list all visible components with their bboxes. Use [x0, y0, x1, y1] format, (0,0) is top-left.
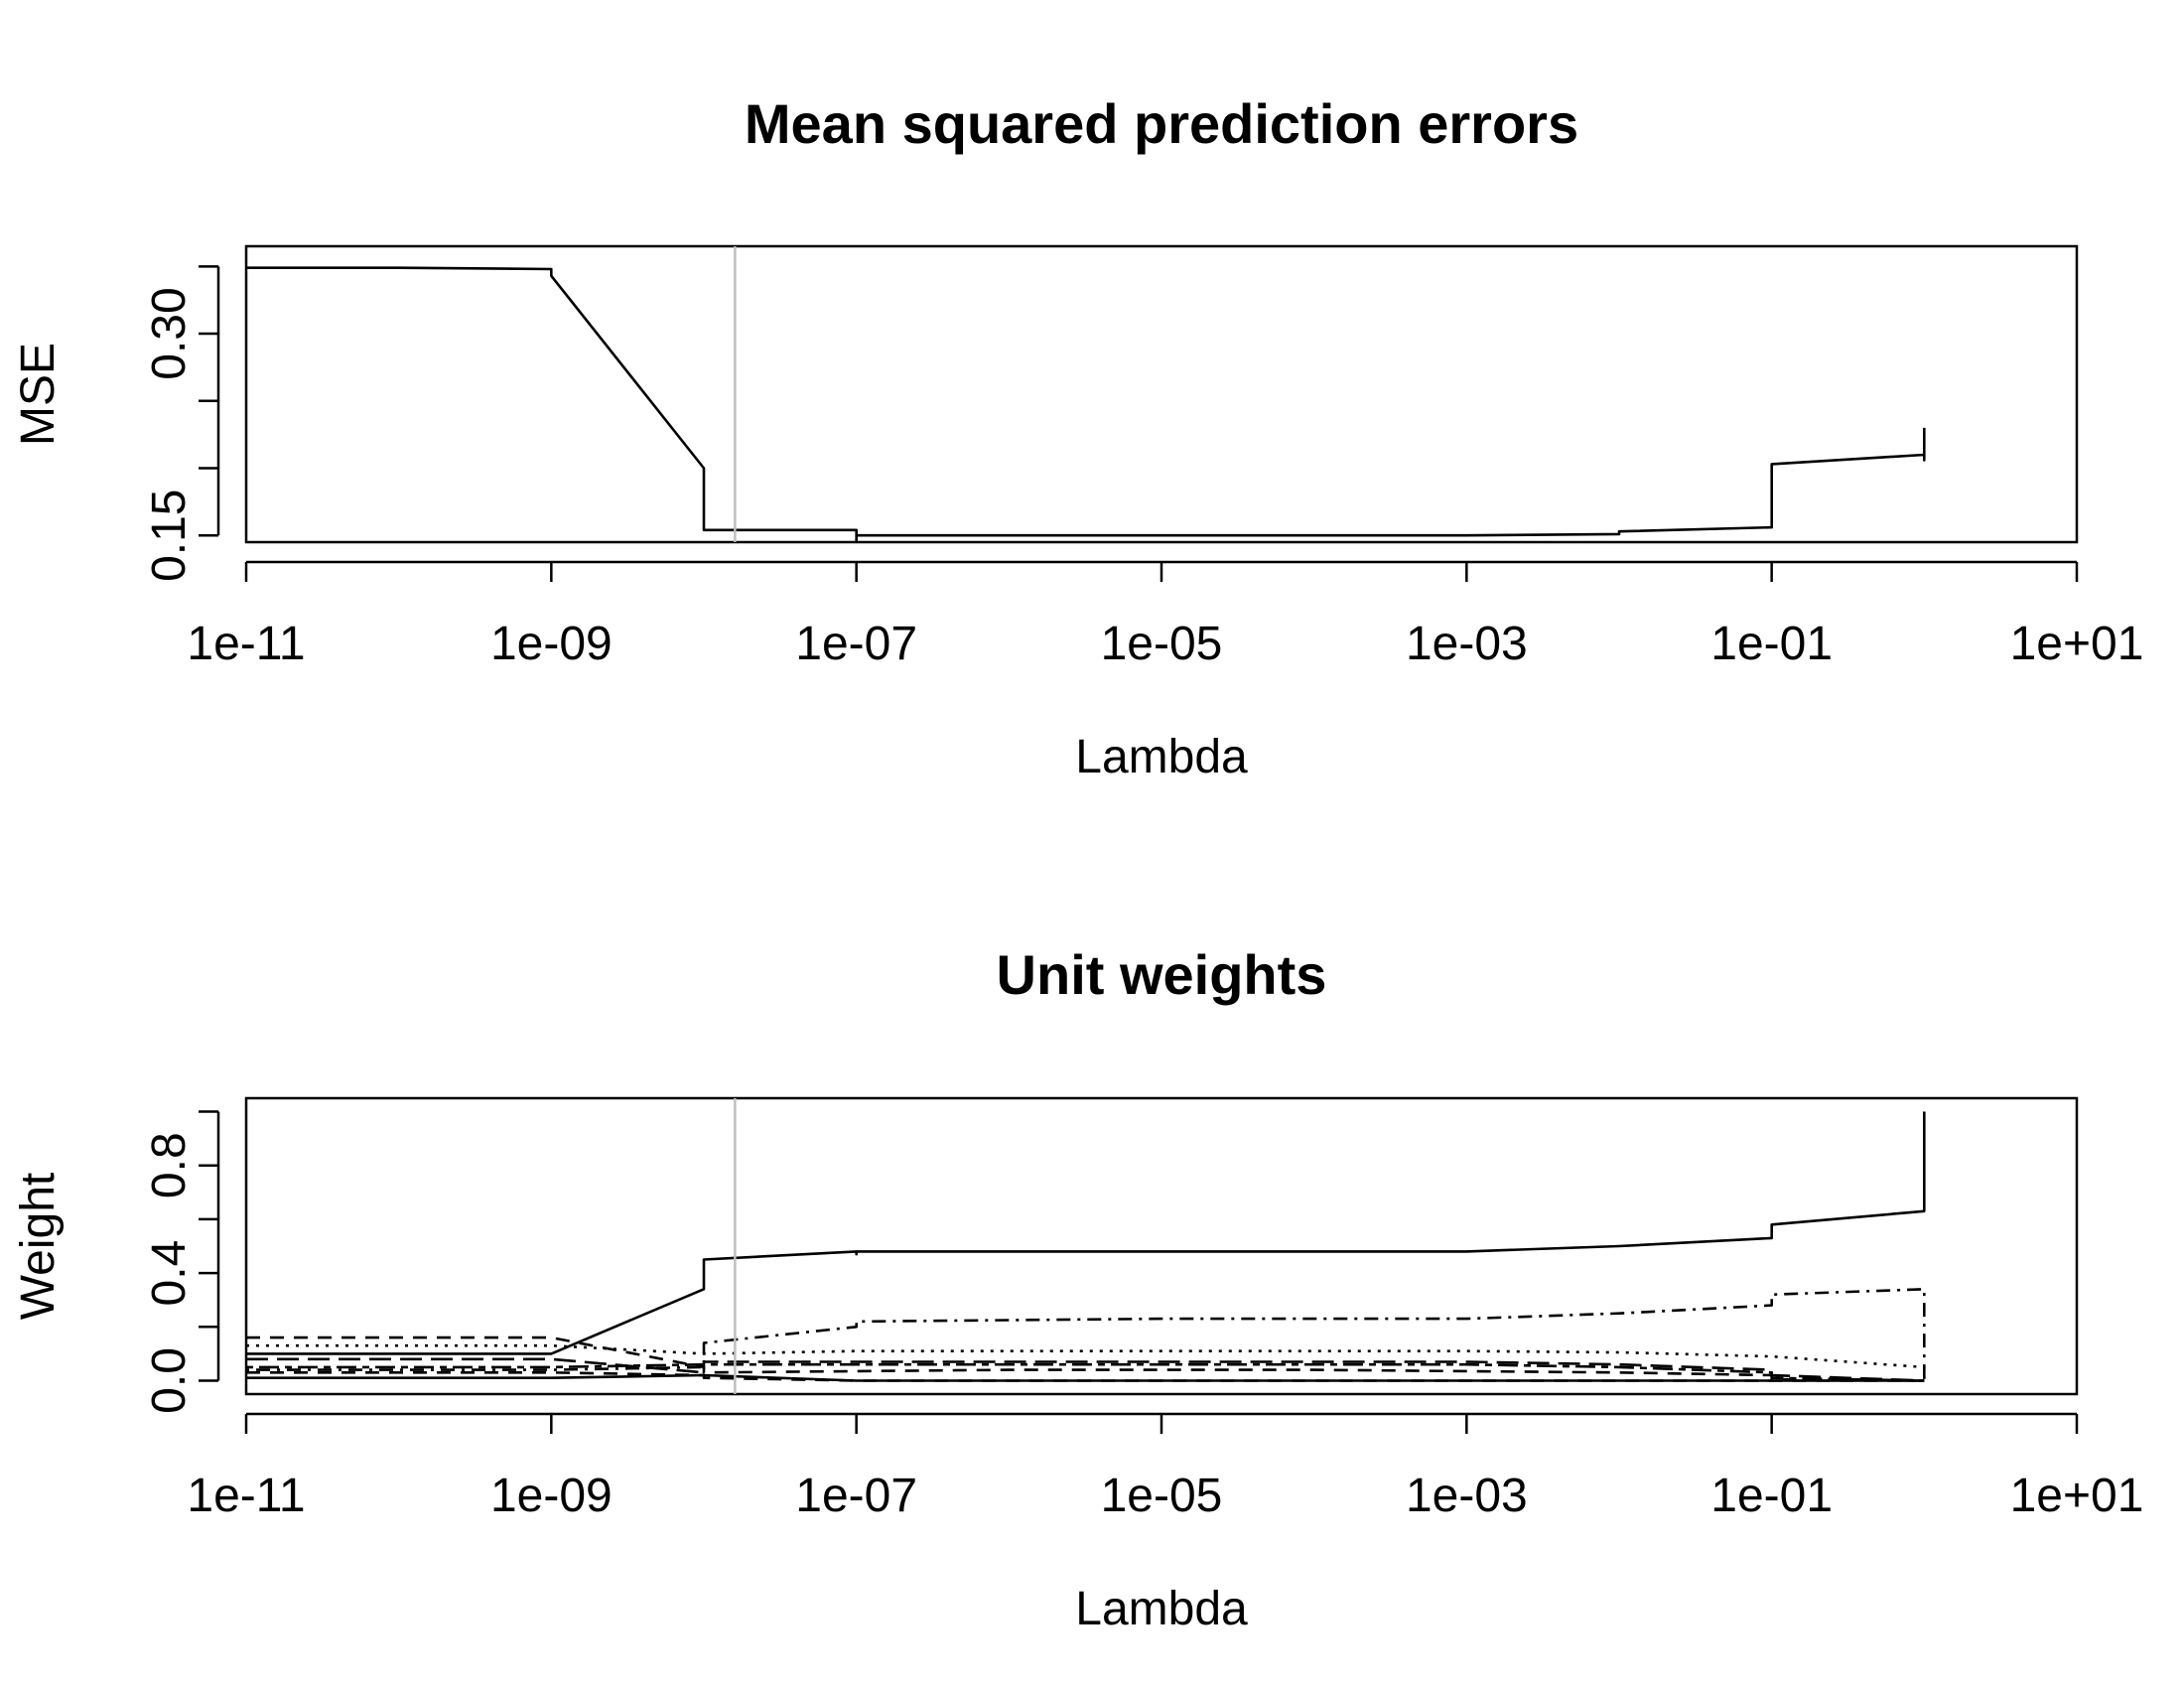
- w-x-tick-label: 1e-07: [795, 1470, 917, 1522]
- weights-plot-frame: [244, 1096, 2079, 1396]
- w-y-tick-label: 0.4: [143, 1240, 196, 1307]
- mse-chart-title: Mean squared prediction errors: [745, 92, 1578, 155]
- mse-x-tick-label: 1e+01: [2010, 618, 2144, 670]
- weights-y-axis-label: Weight: [12, 1173, 65, 1321]
- weights-chart-title: Unit weights: [997, 943, 1327, 1006]
- w-x-tick-label: 1e-09: [490, 1470, 613, 1522]
- w-x-tick-label: 1e-11: [187, 1470, 305, 1522]
- w-series-6-line: [246, 1362, 1925, 1382]
- weights-series-group: [246, 1111, 1926, 1382]
- mse-x-tick-label: 1e-07: [795, 618, 917, 670]
- mse-y-axis-label: MSE: [12, 343, 65, 446]
- mse-panel: Mean squared prediction errors 1e-11 1e-0…: [12, 92, 2143, 783]
- w-series-1-line: [246, 1111, 1926, 1355]
- mse-series-group: [246, 266, 1926, 542]
- weights-x-axis-label: Lambda: [1075, 1583, 1248, 1635]
- weights-panel: Unit weights 1e-11 1e-09 1e-07 1e-05 1e-03 1e…: [12, 943, 2143, 1635]
- mse-x-tick-label: 1e-01: [1710, 618, 1833, 670]
- w-x-tick-label: 1e-05: [1101, 1470, 1223, 1522]
- w-y-tick-label: 0.0: [143, 1347, 196, 1414]
- w-x-tick-label: 1e-03: [1406, 1470, 1528, 1522]
- mse-y-tick-label: 0.30: [143, 287, 196, 379]
- w-series-2-line: [246, 1288, 1926, 1381]
- mse-y-axis: 0.15 0.30: [143, 265, 220, 582]
- mse-y-tick-label: 0.15: [143, 490, 196, 582]
- w-y-tick-label: 0.8: [143, 1132, 196, 1198]
- mse-x-tick-label: 1e-03: [1406, 618, 1528, 670]
- mse-x-axis: 1e-11 1e-09 1e-07 1e-05 1e-03 1e-01 1e+01: [187, 560, 2144, 670]
- mse-x-tick-label: 1e-09: [490, 618, 613, 670]
- mse-x-tick-label: 1e-05: [1101, 618, 1223, 670]
- mse-plot-frame: [244, 244, 2079, 544]
- w-x-tick-label: 1e-01: [1710, 1470, 1833, 1522]
- mse-series-1-line: [246, 266, 1926, 542]
- mse-x-tick-label: 1e-11: [187, 618, 305, 670]
- w-x-tick-label: 1e+01: [2010, 1470, 2144, 1522]
- w-series-8-line: [246, 1371, 1925, 1382]
- weights-x-axis: 1e-11 1e-09 1e-07 1e-05 1e-03 1e-01 1e+01: [187, 1412, 2144, 1522]
- mse-x-axis-label: Lambda: [1075, 731, 1248, 783]
- weights-y-axis: 0.0 0.4 0.8: [143, 1110, 220, 1414]
